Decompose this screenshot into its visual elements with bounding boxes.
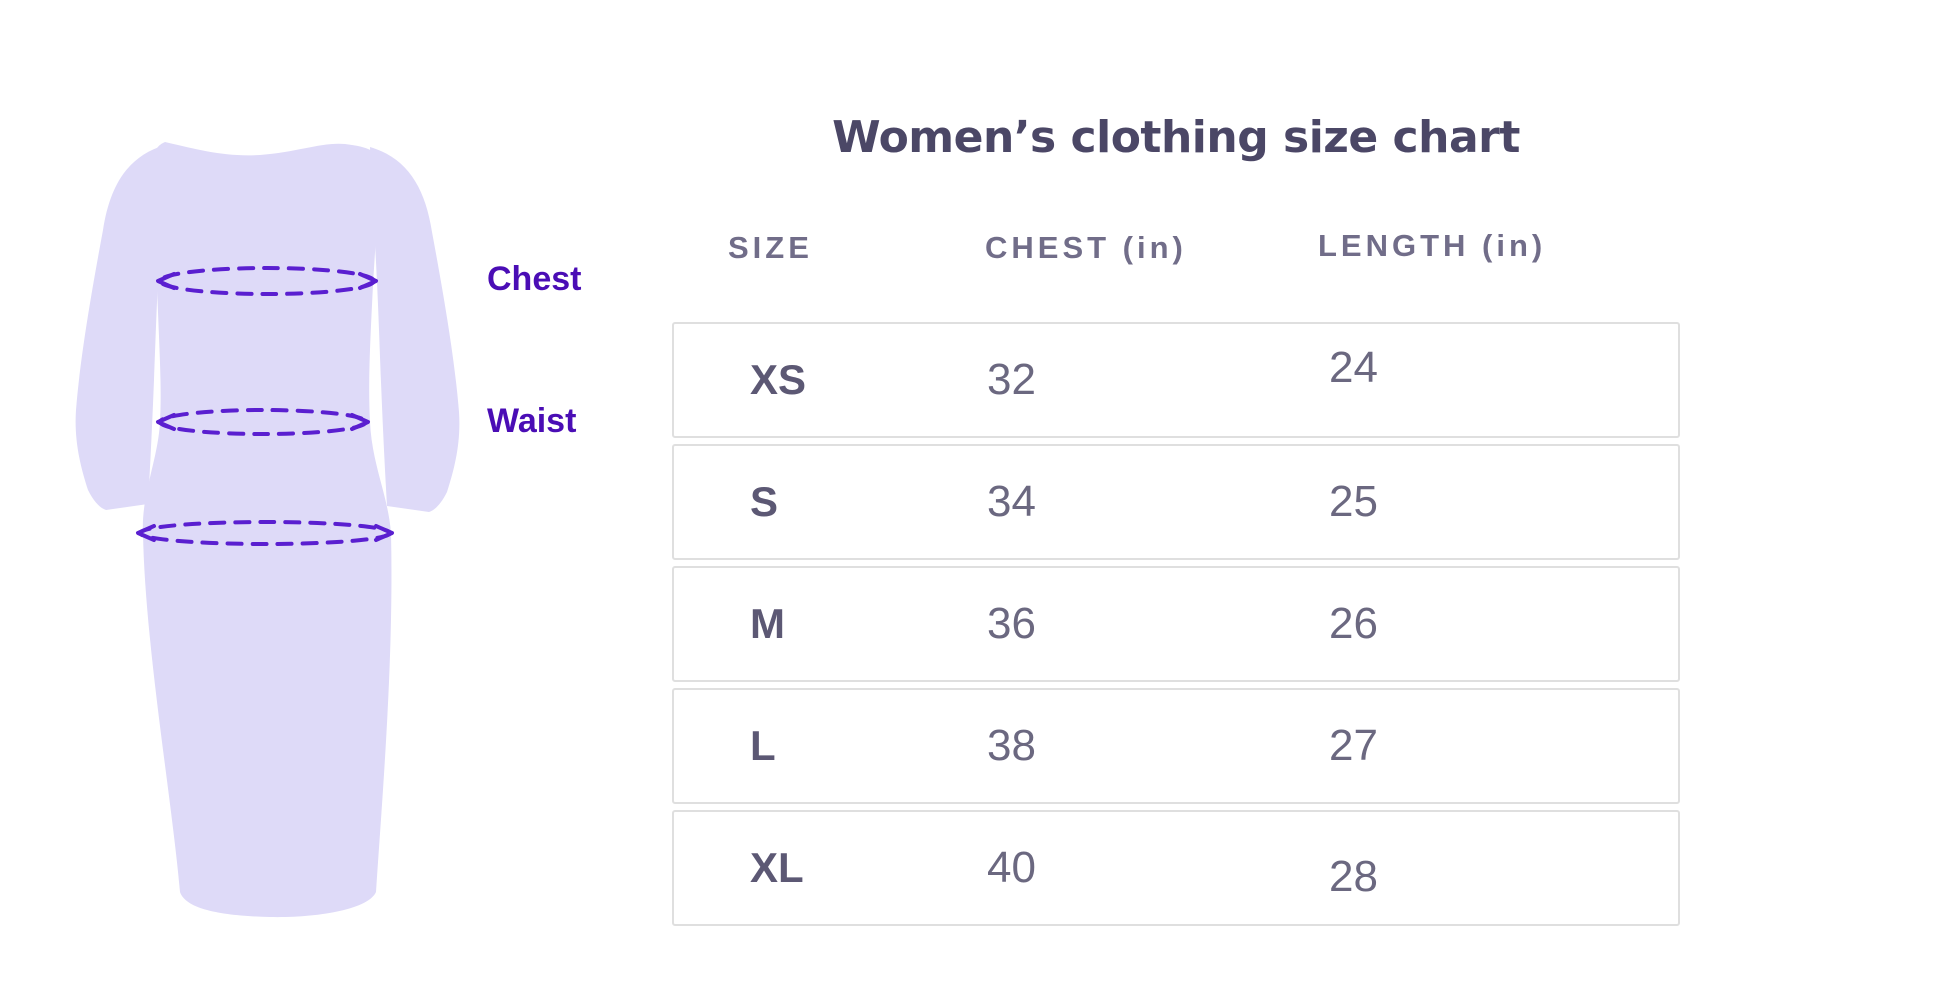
hip-measure-arrow-right — [374, 524, 394, 542]
chest-cell: 38 — [987, 721, 1036, 770]
chest-label: Chest — [487, 260, 582, 298]
length-cell: 27 — [1329, 721, 1378, 770]
column-header-size: SIZE — [728, 230, 813, 265]
dress-silhouette — [142, 142, 392, 918]
waist-measure-arrow-left — [156, 413, 176, 431]
column-header-chest: CHEST (in) — [985, 230, 1187, 265]
size-cell: S — [750, 478, 779, 525]
size-cell: XL — [750, 844, 804, 891]
size-cell: XS — [750, 356, 807, 403]
chest-cell: 32 — [987, 355, 1036, 404]
page-title: Women’s clothing size chart — [832, 112, 1520, 163]
waist-measure-arrow-right — [350, 413, 370, 431]
waist-label: Waist — [487, 402, 577, 440]
chest-cell: 34 — [987, 477, 1036, 526]
size-cell: L — [750, 722, 776, 769]
column-header-length: LENGTH (in) — [1318, 228, 1547, 263]
length-cell: 24 — [1329, 343, 1378, 392]
dress-right-sleeve — [370, 147, 460, 512]
length-cell: 26 — [1329, 599, 1378, 648]
length-cell: 28 — [1329, 852, 1378, 901]
size-cell: M — [750, 600, 785, 647]
chest-measure-arrow-left — [156, 272, 176, 290]
dress-illustration — [75, 142, 460, 918]
length-cell: 25 — [1329, 477, 1378, 526]
size-table: XS 32 24 S 34 25 M 36 26 L 38 27 XL 40 2… — [672, 322, 1680, 932]
table-row: XS 32 24 — [672, 322, 1680, 438]
table-row: M 36 26 — [672, 566, 1680, 682]
hip-measure-arrow-left — [136, 524, 156, 542]
chest-cell: 36 — [987, 599, 1036, 648]
chest-measure-arrow-right — [358, 272, 378, 290]
table-row: XL 40 28 — [672, 810, 1680, 926]
table-row: L 38 27 — [672, 688, 1680, 804]
dress-left-sleeve — [75, 145, 165, 510]
table-row: S 34 25 — [672, 444, 1680, 560]
chest-cell: 40 — [987, 843, 1036, 892]
